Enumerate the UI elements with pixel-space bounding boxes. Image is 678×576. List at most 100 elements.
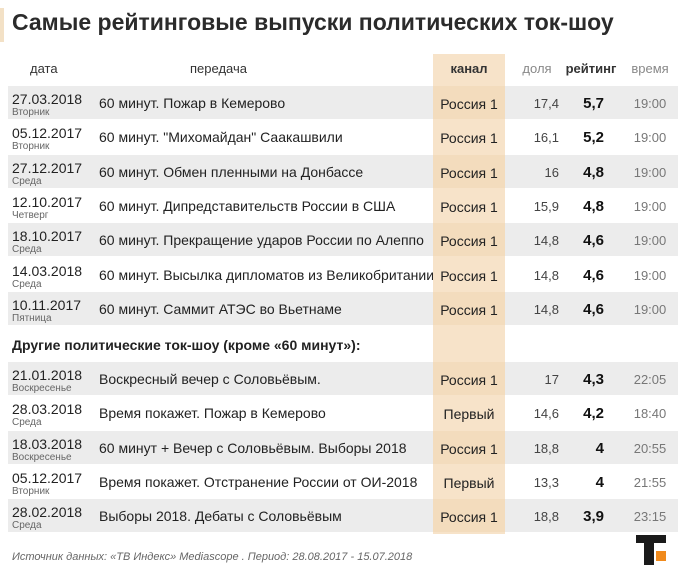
channel-cell-bg: [433, 86, 505, 119]
table-row: 28.02.2018 Среда Выборы 2018. Дебаты с Сол…: [8, 499, 678, 533]
table-row: 27.03.2018 Вторник 60 минут. Пожар в Кемер…: [8, 86, 678, 119]
weekday-cell: Воскресенье: [12, 451, 72, 463]
channel-cell: Россия 1: [440, 267, 498, 284]
show-cell: Время покажет. Пожар в Кемерово: [99, 405, 326, 422]
header-channel: канал: [450, 61, 488, 76]
share-cell: 13,3: [533, 474, 559, 490]
weekday-cell: Среда: [12, 520, 42, 532]
channel-cell-bg: [433, 291, 505, 325]
rating-cell: 4: [595, 473, 604, 491]
time-cell: 19:00: [633, 96, 667, 111]
channel-cell: Первый: [443, 474, 495, 491]
share-cell: 14,8: [533, 301, 559, 317]
rating-cell: 4,8: [583, 163, 604, 181]
date-cell: 10.11.2017: [12, 296, 82, 313]
table-row: 28.03.2018 Среда Время покажет. Пожар в Ке…: [8, 396, 678, 430]
show-cell: 60 минут. "Михомайдан" Саакашвили: [99, 129, 343, 146]
channel-cell: Россия 1: [440, 301, 498, 318]
show-cell: Выборы 2018. Дебаты с Соловьёвым: [99, 508, 342, 525]
channel-cell-bg: [433, 396, 505, 430]
channel-cell: Первый: [443, 406, 495, 423]
show-cell: Время покажет. Отстранение России от ОИ-…: [99, 473, 418, 490]
show-cell: 60 минут. Дипредставительств России в СШ…: [99, 197, 396, 214]
share-cell: 15,9: [533, 198, 559, 214]
share-cell: 14,8: [533, 267, 559, 283]
channel-cell-bg: [433, 464, 505, 498]
show-cell: 60 минут. Высылка дипломатов из Великобр…: [99, 266, 435, 283]
show-cell: 60 минут. Саммит АТЭС во Вьетнаме: [99, 300, 342, 317]
channel-cell-bg: [433, 223, 505, 257]
channel-cell-bg: [433, 257, 505, 291]
table-row: 27.12.2017 Среда 60 минут. Обмен пленными …: [8, 154, 678, 188]
header-time: время: [631, 61, 669, 76]
header-share: доля: [522, 61, 552, 76]
show-cell: 60 минут. Обмен пленными на Донбассе: [99, 163, 364, 180]
weekday-cell: Вторник: [12, 107, 50, 118]
show-cell: 60 минут + Вечер с Соловьёвым. Выборы 20…: [99, 439, 407, 456]
share-cell: 14,6: [533, 406, 559, 422]
rating-cell: 4,6: [583, 266, 604, 284]
table-row: 12.10.2017 Четверг 60 минут. Дипредставите…: [8, 188, 678, 222]
table-row: 10.11.2017 Пятница 60 минут. Саммит АТЭС в…: [8, 291, 678, 325]
date-cell: 14.03.2018: [12, 262, 83, 279]
weekday-cell: Воскресенье: [12, 383, 72, 394]
channel-cell-bg: [433, 362, 505, 395]
date-cell: 21.01.2018: [12, 367, 83, 383]
channel-cell-bg: [433, 430, 505, 464]
show-cell: Воскресный вечер с Соловьёвым.: [99, 371, 321, 387]
date-cell: 28.02.2018: [12, 504, 83, 521]
rating-cell: 4: [595, 439, 604, 457]
show-cell: 60 минут. Прекращение ударов России по А…: [99, 232, 424, 249]
weekday-cell: Четверг: [12, 209, 49, 221]
channel-cell: Россия 1: [440, 372, 498, 388]
date-cell: 28.03.2018: [12, 401, 83, 418]
channel-cell-bg: [433, 499, 505, 533]
time-cell: 23:15: [633, 509, 667, 525]
rating-cell: 4,2: [583, 405, 604, 423]
time-cell: 19:00: [633, 301, 667, 317]
time-cell: 19:00: [633, 164, 667, 180]
share-cell: 18,8: [533, 440, 559, 456]
rating-cell: 4,3: [583, 371, 604, 388]
date-cell: 18.03.2018: [12, 435, 83, 452]
time-cell: 22:05: [633, 372, 667, 387]
time-cell: 19:00: [633, 198, 667, 214]
weekday-cell: Среда: [12, 278, 42, 290]
header-date: дата: [30, 61, 58, 76]
table-row: 05.12.2017 Вторник 60 минут. "Михомайдан" …: [8, 120, 678, 154]
weekday-cell: Вторник: [12, 485, 50, 497]
share-cell: 14,8: [533, 233, 559, 249]
date-cell: 05.12.2017: [12, 125, 83, 142]
channel-cell: Россия 1: [440, 233, 498, 250]
rating-cell: 4,6: [583, 232, 604, 250]
share-cell: 17,4: [533, 96, 559, 111]
date-cell: 27.12.2017: [12, 159, 83, 176]
channel-cell: Россия 1: [440, 96, 498, 112]
weekday-cell: Среда: [12, 175, 42, 187]
channel-cell-bg: [433, 154, 505, 188]
rating-cell: 4,6: [583, 300, 604, 318]
header-rating: рейтинг: [565, 61, 617, 76]
rating-cell: 4,8: [583, 197, 604, 215]
title-accent-bar: [0, 8, 4, 42]
time-cell: 19:00: [633, 130, 667, 146]
weekday-cell: Пятница: [12, 312, 52, 324]
date-cell: 18.10.2017: [12, 228, 83, 245]
channel-cell-bg: [433, 120, 505, 154]
table-row: 05.12.2017 Вторник Время покажет. Отстране…: [8, 464, 678, 498]
title-block: Самые рейтинговые выпуски политических т…: [0, 8, 678, 42]
channel-cell: Россия 1: [440, 440, 498, 457]
channel-cell-bg: [433, 188, 505, 222]
weekday-cell: Среда: [12, 244, 42, 256]
channel-cell: Россия 1: [440, 198, 498, 215]
time-cell: 21:55: [633, 474, 667, 490]
rating-cell: 5,2: [583, 129, 604, 147]
channel-cell: Россия 1: [440, 164, 498, 181]
table-row: 14.03.2018 Среда 60 минут. Высылка диплома…: [8, 257, 678, 291]
channel-cell: Россия 1: [440, 130, 498, 147]
weekday-cell: Вторник: [12, 141, 50, 153]
date-cell: 27.03.2018: [12, 91, 83, 107]
time-cell: 20:55: [633, 440, 667, 456]
chart-title: Самые рейтинговые выпуски политических т…: [12, 9, 614, 35]
rating-cell: 3,9: [583, 508, 604, 526]
